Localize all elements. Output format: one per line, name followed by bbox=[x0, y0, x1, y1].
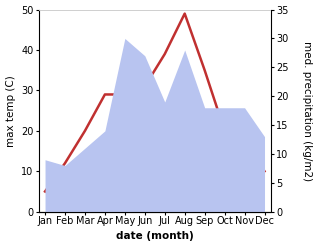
Y-axis label: max temp (C): max temp (C) bbox=[5, 75, 16, 146]
Y-axis label: med. precipitation (kg/m2): med. precipitation (kg/m2) bbox=[302, 41, 313, 181]
X-axis label: date (month): date (month) bbox=[116, 231, 194, 242]
